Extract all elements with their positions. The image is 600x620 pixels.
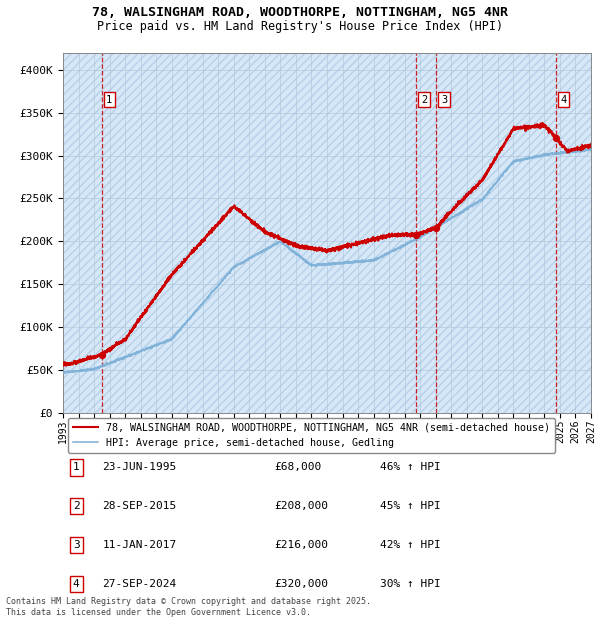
Text: 3: 3 [441, 95, 447, 105]
Text: 4: 4 [560, 95, 567, 105]
Text: 45% ↑ HPI: 45% ↑ HPI [380, 502, 440, 512]
Text: 46% ↑ HPI: 46% ↑ HPI [380, 463, 440, 472]
Text: £208,000: £208,000 [274, 502, 328, 512]
Text: 30% ↑ HPI: 30% ↑ HPI [380, 579, 440, 589]
Text: 2: 2 [73, 502, 80, 512]
Text: 28-SEP-2015: 28-SEP-2015 [103, 502, 177, 512]
Legend: 78, WALSINGHAM ROAD, WOODTHORPE, NOTTINGHAM, NG5 4NR (semi-detached house), HPI:: 78, WALSINGHAM ROAD, WOODTHORPE, NOTTING… [68, 418, 555, 453]
Text: £320,000: £320,000 [274, 579, 328, 589]
Point [97, 350, 106, 360]
Text: 27-SEP-2024: 27-SEP-2024 [103, 579, 177, 589]
Text: 1: 1 [73, 463, 80, 472]
Text: 42% ↑ HPI: 42% ↑ HPI [380, 540, 440, 551]
Text: 78, WALSINGHAM ROAD, WOODTHORPE, NOTTINGHAM, NG5 4NR: 78, WALSINGHAM ROAD, WOODTHORPE, NOTTING… [92, 6, 508, 19]
Text: Contains HM Land Registry data © Crown copyright and database right 2025.
This d: Contains HM Land Registry data © Crown c… [6, 598, 371, 617]
Text: 2: 2 [421, 95, 427, 105]
Point [551, 133, 561, 143]
Point [431, 223, 441, 232]
Text: 3: 3 [73, 540, 80, 551]
Text: 23-JUN-1995: 23-JUN-1995 [103, 463, 177, 472]
Text: £216,000: £216,000 [274, 540, 328, 551]
Text: Price paid vs. HM Land Registry's House Price Index (HPI): Price paid vs. HM Land Registry's House … [97, 20, 503, 33]
Point [412, 229, 421, 239]
Text: 1: 1 [106, 95, 112, 105]
Text: £68,000: £68,000 [274, 463, 322, 472]
Text: 4: 4 [73, 579, 80, 589]
Text: 11-JAN-2017: 11-JAN-2017 [103, 540, 177, 551]
